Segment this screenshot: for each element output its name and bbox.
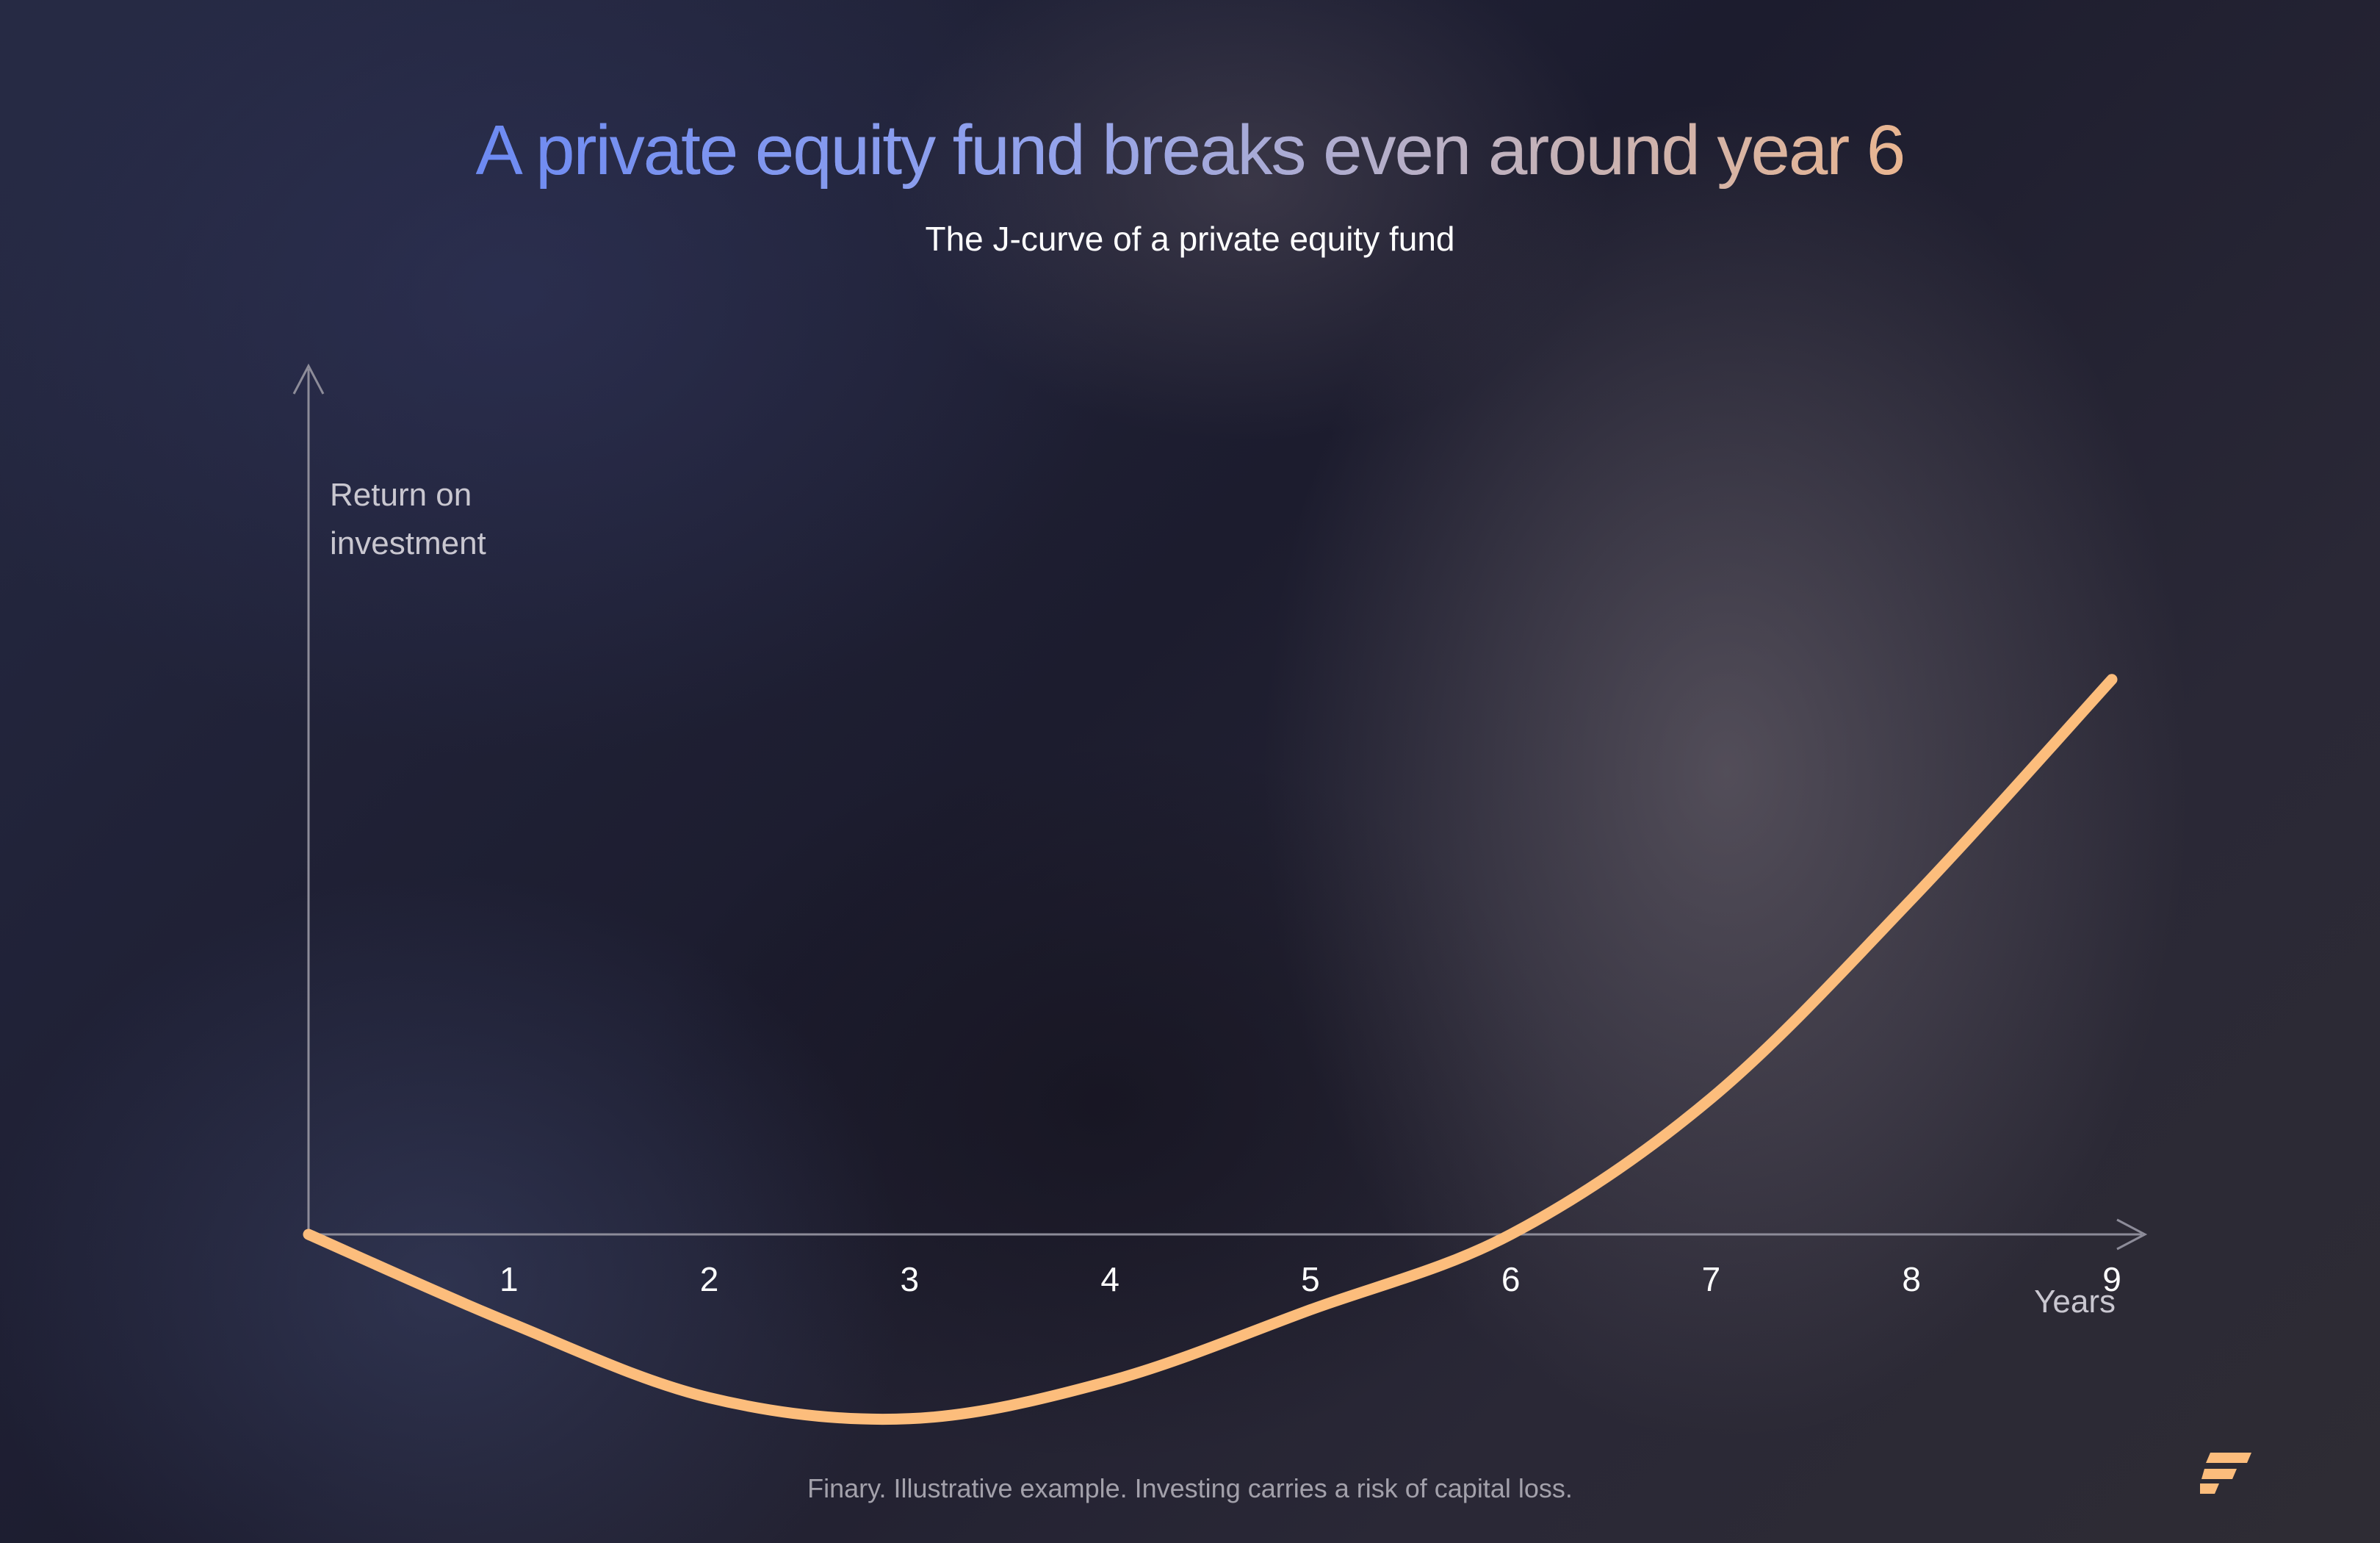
axes bbox=[292, 363, 2148, 1251]
y-axis-arrow-icon bbox=[292, 363, 325, 395]
x-axis-label: Years bbox=[2034, 1284, 2116, 1320]
x-axis-arrow-icon bbox=[2116, 1218, 2148, 1251]
finary-logo-icon bbox=[2200, 1453, 2251, 1494]
x-tick-label: 7 bbox=[1702, 1260, 1721, 1298]
footer-disclaimer: Finary. Illustrative example. Investing … bbox=[807, 1473, 1573, 1503]
logo-middle-bar bbox=[2202, 1469, 2237, 1479]
x-tick-label: 5 bbox=[1301, 1260, 1320, 1298]
y-axis-label-line: Return on bbox=[330, 477, 472, 513]
logo-bottom-bar bbox=[2200, 1483, 2219, 1494]
logo-top-bar bbox=[2206, 1453, 2251, 1463]
x-tick-label: 8 bbox=[1902, 1260, 1921, 1298]
y-axis-label: Return on investment bbox=[330, 477, 486, 561]
x-tick-label: 3 bbox=[901, 1260, 920, 1298]
x-tick-label: 9 bbox=[2102, 1260, 2121, 1298]
chart-title: A private equity fund breaks even around… bbox=[0, 110, 2380, 191]
j-curve-series-line bbox=[303, 674, 2118, 1425]
x-tick-label: 4 bbox=[1100, 1260, 1119, 1298]
x-axis-tick-labels: 1 2 3 4 5 6 7 8 9 bbox=[500, 1260, 2121, 1298]
x-tick-label: 2 bbox=[700, 1260, 719, 1298]
x-tick-label: 6 bbox=[1501, 1260, 1521, 1298]
chart-subtitle: The J-curve of a private equity fund bbox=[925, 220, 1455, 258]
chart-title-text: A private equity fund breaks even around… bbox=[475, 111, 1906, 190]
x-tick-label: 1 bbox=[500, 1260, 519, 1298]
y-axis-label-line: investment bbox=[330, 525, 486, 561]
